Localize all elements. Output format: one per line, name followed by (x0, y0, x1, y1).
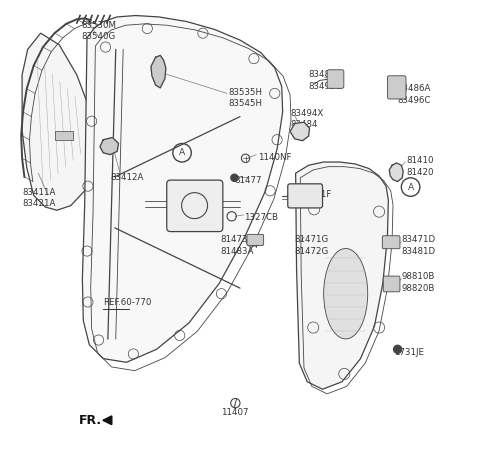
FancyBboxPatch shape (383, 276, 400, 292)
FancyBboxPatch shape (387, 76, 406, 99)
Text: 81477: 81477 (234, 176, 262, 185)
Bar (55, 131, 73, 140)
FancyBboxPatch shape (288, 184, 323, 208)
Text: 83494X
83484: 83494X 83484 (290, 109, 324, 129)
Polygon shape (290, 122, 310, 141)
Text: 83535H
83545H: 83535H 83545H (228, 88, 263, 108)
Text: FR.: FR. (79, 414, 102, 427)
Text: REF.60-770: REF.60-770 (103, 299, 152, 307)
Text: 83471D
83481D: 83471D 83481D (401, 235, 435, 256)
Text: 81491F: 81491F (300, 190, 332, 199)
Text: 1327CB: 1327CB (244, 213, 278, 222)
Text: 1140NF: 1140NF (258, 153, 291, 162)
Circle shape (394, 345, 402, 353)
FancyBboxPatch shape (247, 234, 264, 246)
FancyBboxPatch shape (167, 180, 223, 232)
Text: 83411A
83421A: 83411A 83421A (22, 187, 56, 208)
Text: 81471G
81472G: 81471G 81472G (295, 235, 329, 256)
Text: A: A (179, 148, 185, 157)
Text: 83486A
83496C: 83486A 83496C (397, 84, 431, 105)
Ellipse shape (324, 248, 368, 339)
Polygon shape (151, 55, 166, 88)
Text: 83530M
83540G: 83530M 83540G (81, 20, 116, 41)
Polygon shape (22, 33, 96, 210)
FancyBboxPatch shape (383, 236, 400, 249)
Text: A: A (408, 183, 414, 192)
Polygon shape (296, 162, 388, 389)
Text: 81473E
81483A: 81473E 81483A (220, 235, 254, 256)
Polygon shape (100, 138, 119, 155)
Polygon shape (83, 15, 283, 362)
Text: 1731JE: 1731JE (394, 348, 424, 357)
Circle shape (231, 174, 238, 181)
FancyBboxPatch shape (327, 70, 344, 88)
Text: 81410
81420: 81410 81420 (406, 156, 433, 177)
Text: 11407: 11407 (221, 408, 248, 417)
Text: 83485C
83495C: 83485C 83495C (309, 70, 342, 91)
Polygon shape (389, 163, 403, 181)
Text: 83412A: 83412A (110, 173, 144, 182)
Text: 98810B
98820B: 98810B 98820B (401, 272, 435, 293)
